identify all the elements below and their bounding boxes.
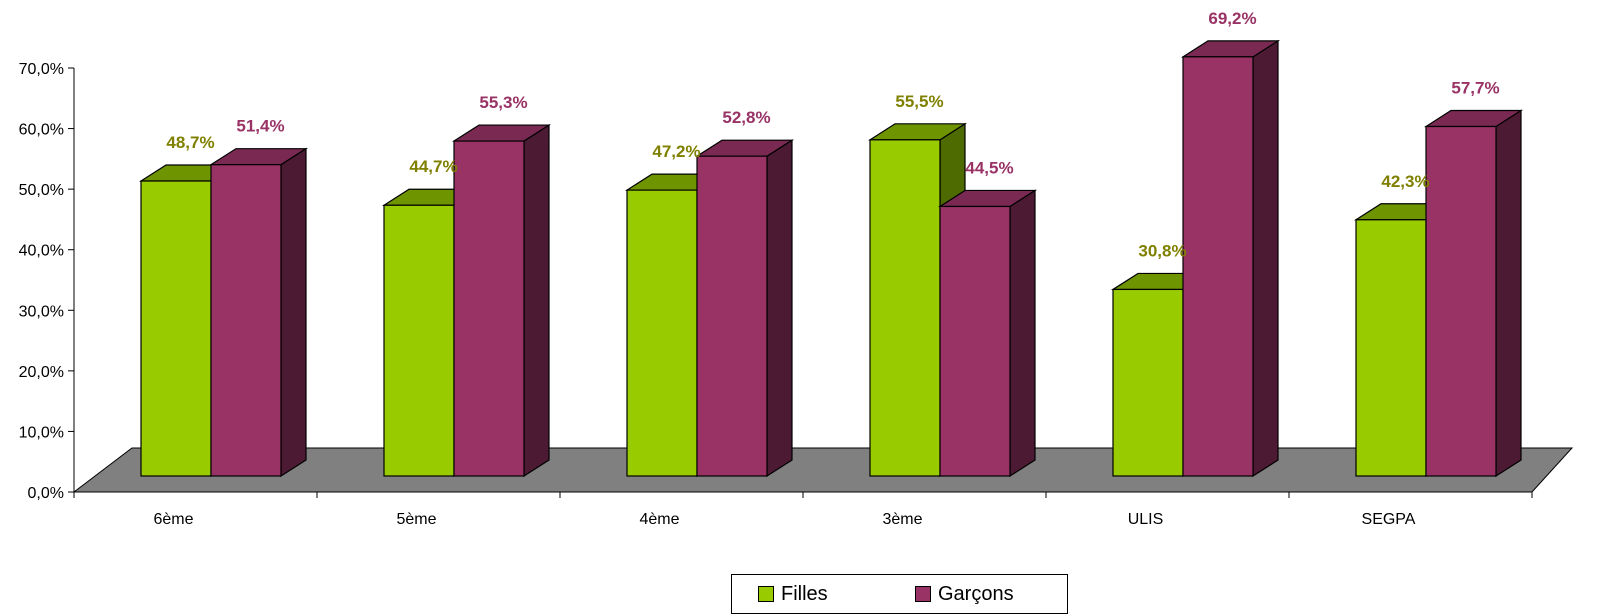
bar-front [1425,125,1497,477]
data-label: 55,3% [479,93,527,112]
bar-front [939,205,1011,477]
axes: 0,0% 10,0% 20,0% 30,0% 40,0% 50,0% 60,0% 70,0% 6… [19,61,1533,528]
y-tick-label: 40,0% [19,243,64,260]
bar-garons-4 [1180,39,1281,478]
bar-garons-2 [694,139,795,478]
bars [138,39,1524,478]
y-tick-label: 50,0% [19,182,64,199]
bar-side [1252,39,1279,478]
bar-front [453,140,525,477]
data-label: 44,5% [965,158,1013,177]
bar-garons-0 [208,147,309,478]
legend-label-garcons: Garçons [938,582,1014,605]
x-tick-label: 3ème [882,511,922,528]
legend-item-filles: Filles [758,582,828,606]
data-label: 47,2% [652,142,700,161]
bar-front [696,155,768,477]
data-label: 42,3% [1381,172,1429,191]
bar-garons-1 [451,123,552,478]
y-tick-label: 70,0% [19,61,64,78]
data-labels: 48,7% 51,4% 44,7% 55,3% 47,2% 52,8% 55,5% 44,5%… [166,9,1499,261]
data-label: 57,7% [1451,79,1499,98]
bar-side [1495,109,1522,478]
legend-label-filles: Filles [781,582,828,605]
data-label: 51,4% [236,117,284,136]
legend-swatch-garcons [915,586,931,602]
x-tick-label: ULIS [1128,511,1164,528]
data-label: 48,7% [166,133,214,152]
bar-front [1182,56,1254,477]
y-tick-label: 30,0% [19,303,64,320]
bar-front [140,180,212,477]
y-tick-label: 10,0% [19,424,64,441]
bar-garons-3 [937,189,1038,478]
bar-front [210,164,282,477]
bar-side [523,123,550,478]
data-label: 69,2% [1208,9,1256,28]
bar-front [1355,219,1427,477]
bar-side [280,147,307,478]
y-tick-label: 0,0% [28,485,64,502]
bar-front [869,139,941,477]
bar-garons-5 [1423,109,1524,478]
x-tick-label: 5ème [396,511,436,528]
bar-side [766,139,793,478]
legend-item-garcons: Garçons [915,582,1014,606]
data-label: 55,5% [895,92,943,111]
bar-front [383,204,455,477]
data-label: 44,7% [409,157,457,176]
x-tick-label: 6ème [153,511,193,528]
x-tick-label: SEGPA [1362,511,1416,528]
data-label: 52,8% [722,108,770,127]
legend: Filles Garçons [731,574,1068,614]
bar-front [1112,288,1184,477]
y-tick-label: 60,0% [19,122,64,139]
data-label: 30,8% [1138,241,1186,260]
bar-front [626,189,698,477]
legend-swatch-filles [758,586,774,602]
y-tick-label: 20,0% [19,364,64,381]
bar-side [1009,189,1036,478]
x-tick-label: 4ème [639,511,679,528]
